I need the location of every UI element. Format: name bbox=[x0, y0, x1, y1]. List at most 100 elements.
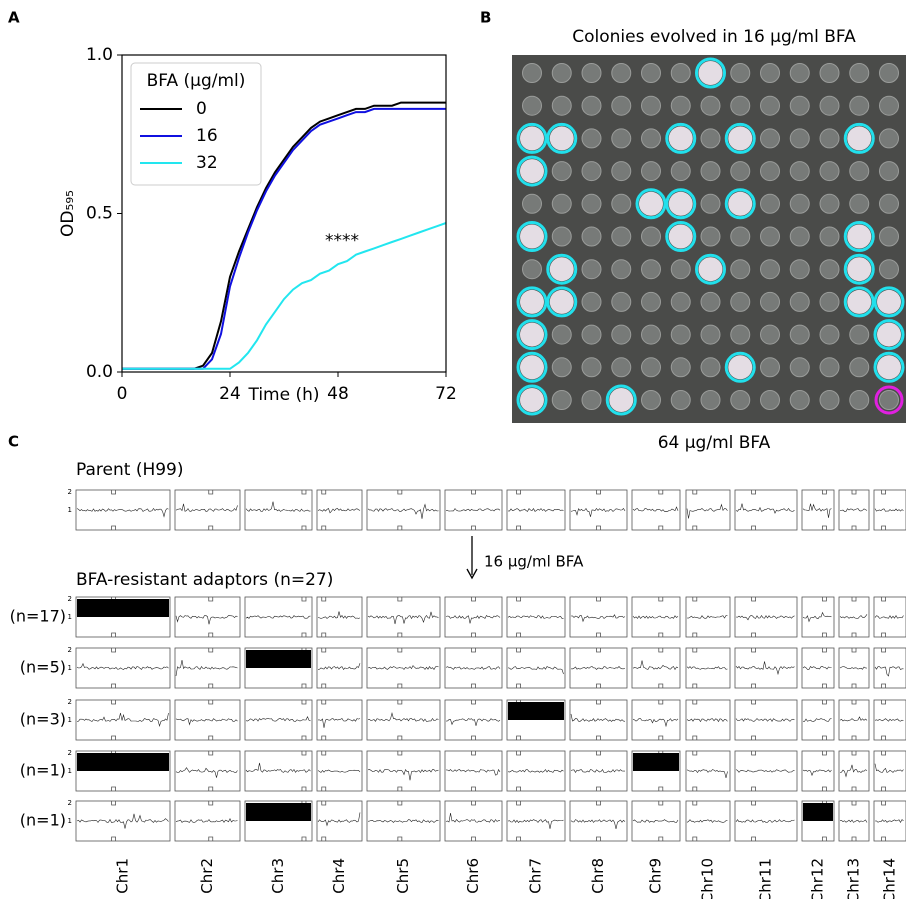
copy-number-trace bbox=[367, 611, 439, 625]
chromosome-box bbox=[569, 647, 628, 689]
cn-tick-label: 1 bbox=[68, 716, 72, 724]
spot bbox=[611, 193, 632, 214]
centromere bbox=[692, 751, 698, 791]
copy-number-trace bbox=[445, 813, 501, 823]
chromosome-box bbox=[244, 699, 313, 741]
spot bbox=[551, 226, 572, 247]
spot bbox=[611, 291, 632, 312]
spot bbox=[581, 324, 602, 345]
copy-number-trace bbox=[445, 768, 501, 776]
spot bbox=[611, 95, 632, 116]
copy-number-trace bbox=[445, 718, 501, 726]
chromosome-box bbox=[631, 699, 681, 741]
spot bbox=[581, 259, 602, 280]
chromosome-box bbox=[75, 647, 171, 689]
panel-letter: B bbox=[480, 9, 491, 27]
chromosome-box bbox=[734, 750, 798, 792]
chromosome-label: Chr1 bbox=[114, 858, 132, 894]
spot bbox=[849, 357, 870, 378]
highlight-ring bbox=[843, 253, 875, 285]
copy-number-trace bbox=[175, 817, 238, 823]
chromosome-label: Chr3 bbox=[269, 858, 287, 894]
chromosome-box bbox=[506, 647, 566, 689]
spot bbox=[879, 226, 899, 247]
colony bbox=[877, 355, 901, 380]
spot bbox=[819, 259, 840, 280]
chromosome-box bbox=[444, 750, 503, 792]
colony bbox=[549, 126, 574, 151]
copy-number-trace bbox=[632, 660, 679, 671]
y-tick-label: 1.0 bbox=[86, 45, 113, 65]
copy-number-trace bbox=[632, 506, 679, 512]
colony bbox=[549, 289, 574, 314]
row-label: (n=5) bbox=[20, 658, 66, 677]
colony bbox=[668, 191, 693, 216]
copy-number-trace bbox=[445, 615, 501, 624]
copy-number-trace bbox=[507, 666, 564, 675]
legend-label: 32 bbox=[196, 153, 218, 173]
centromere bbox=[516, 490, 521, 530]
spot bbox=[849, 390, 870, 410]
centromere bbox=[397, 597, 403, 637]
copy-number-trace bbox=[445, 666, 501, 670]
copy-number-trace bbox=[245, 501, 311, 512]
centromere bbox=[692, 801, 698, 841]
spot bbox=[760, 259, 780, 280]
centromere bbox=[301, 597, 307, 637]
spot bbox=[551, 324, 572, 345]
copy-number-trace bbox=[874, 763, 904, 773]
chromosome-box bbox=[366, 596, 441, 638]
centromere bbox=[881, 648, 886, 688]
centromere bbox=[658, 648, 664, 688]
highlight-ring bbox=[546, 286, 578, 318]
y-tick-label: 0.0 bbox=[86, 362, 113, 382]
centromere bbox=[751, 700, 756, 740]
spot bbox=[789, 357, 810, 378]
chromosome-box bbox=[506, 596, 566, 638]
chromosome-label: Chr11 bbox=[757, 858, 775, 899]
spot bbox=[581, 128, 602, 149]
copy-number-trace bbox=[735, 819, 795, 823]
highlight-ring bbox=[843, 221, 875, 252]
spot bbox=[789, 63, 810, 83]
row-label: (n=17) bbox=[10, 607, 66, 626]
chromosome-box bbox=[244, 489, 313, 531]
y-tick-label: 0.5 bbox=[86, 204, 113, 224]
centromere bbox=[822, 700, 827, 740]
copy-number-block bbox=[803, 803, 833, 821]
copy-number-trace bbox=[686, 666, 728, 670]
centromere bbox=[692, 700, 698, 740]
spot bbox=[700, 324, 721, 345]
copy-number-trace bbox=[367, 819, 439, 823]
centromere bbox=[516, 648, 521, 688]
highlight-ring bbox=[516, 122, 548, 154]
copy-number-trace bbox=[367, 768, 439, 781]
copy-number-trace bbox=[175, 767, 238, 778]
copy-number-trace bbox=[507, 769, 564, 773]
spot bbox=[581, 226, 602, 247]
highlight-ring bbox=[873, 319, 905, 351]
centromere bbox=[658, 597, 664, 637]
legend-box bbox=[130, 62, 262, 186]
spot bbox=[760, 324, 780, 345]
spot bbox=[581, 390, 602, 410]
spot bbox=[641, 324, 661, 345]
copy-number-trace bbox=[802, 611, 832, 623]
highlight-ring bbox=[546, 253, 578, 285]
chromosome-box bbox=[801, 596, 835, 638]
cn-tick-label: 1 bbox=[68, 613, 72, 621]
spot bbox=[670, 390, 691, 410]
spot bbox=[789, 324, 810, 345]
chromosome-box bbox=[316, 750, 363, 792]
chromosome-box bbox=[569, 800, 628, 842]
highlight-ring bbox=[843, 286, 875, 318]
chromosome-label: Chr6 bbox=[464, 858, 482, 894]
chromosome-box bbox=[174, 800, 241, 842]
chromosome-box bbox=[631, 750, 681, 792]
centromere bbox=[881, 801, 886, 841]
highlight-ring bbox=[873, 351, 905, 383]
chromosome-label: Chr12 bbox=[809, 858, 827, 899]
copy-number-trace bbox=[76, 507, 169, 518]
spot bbox=[641, 259, 661, 280]
